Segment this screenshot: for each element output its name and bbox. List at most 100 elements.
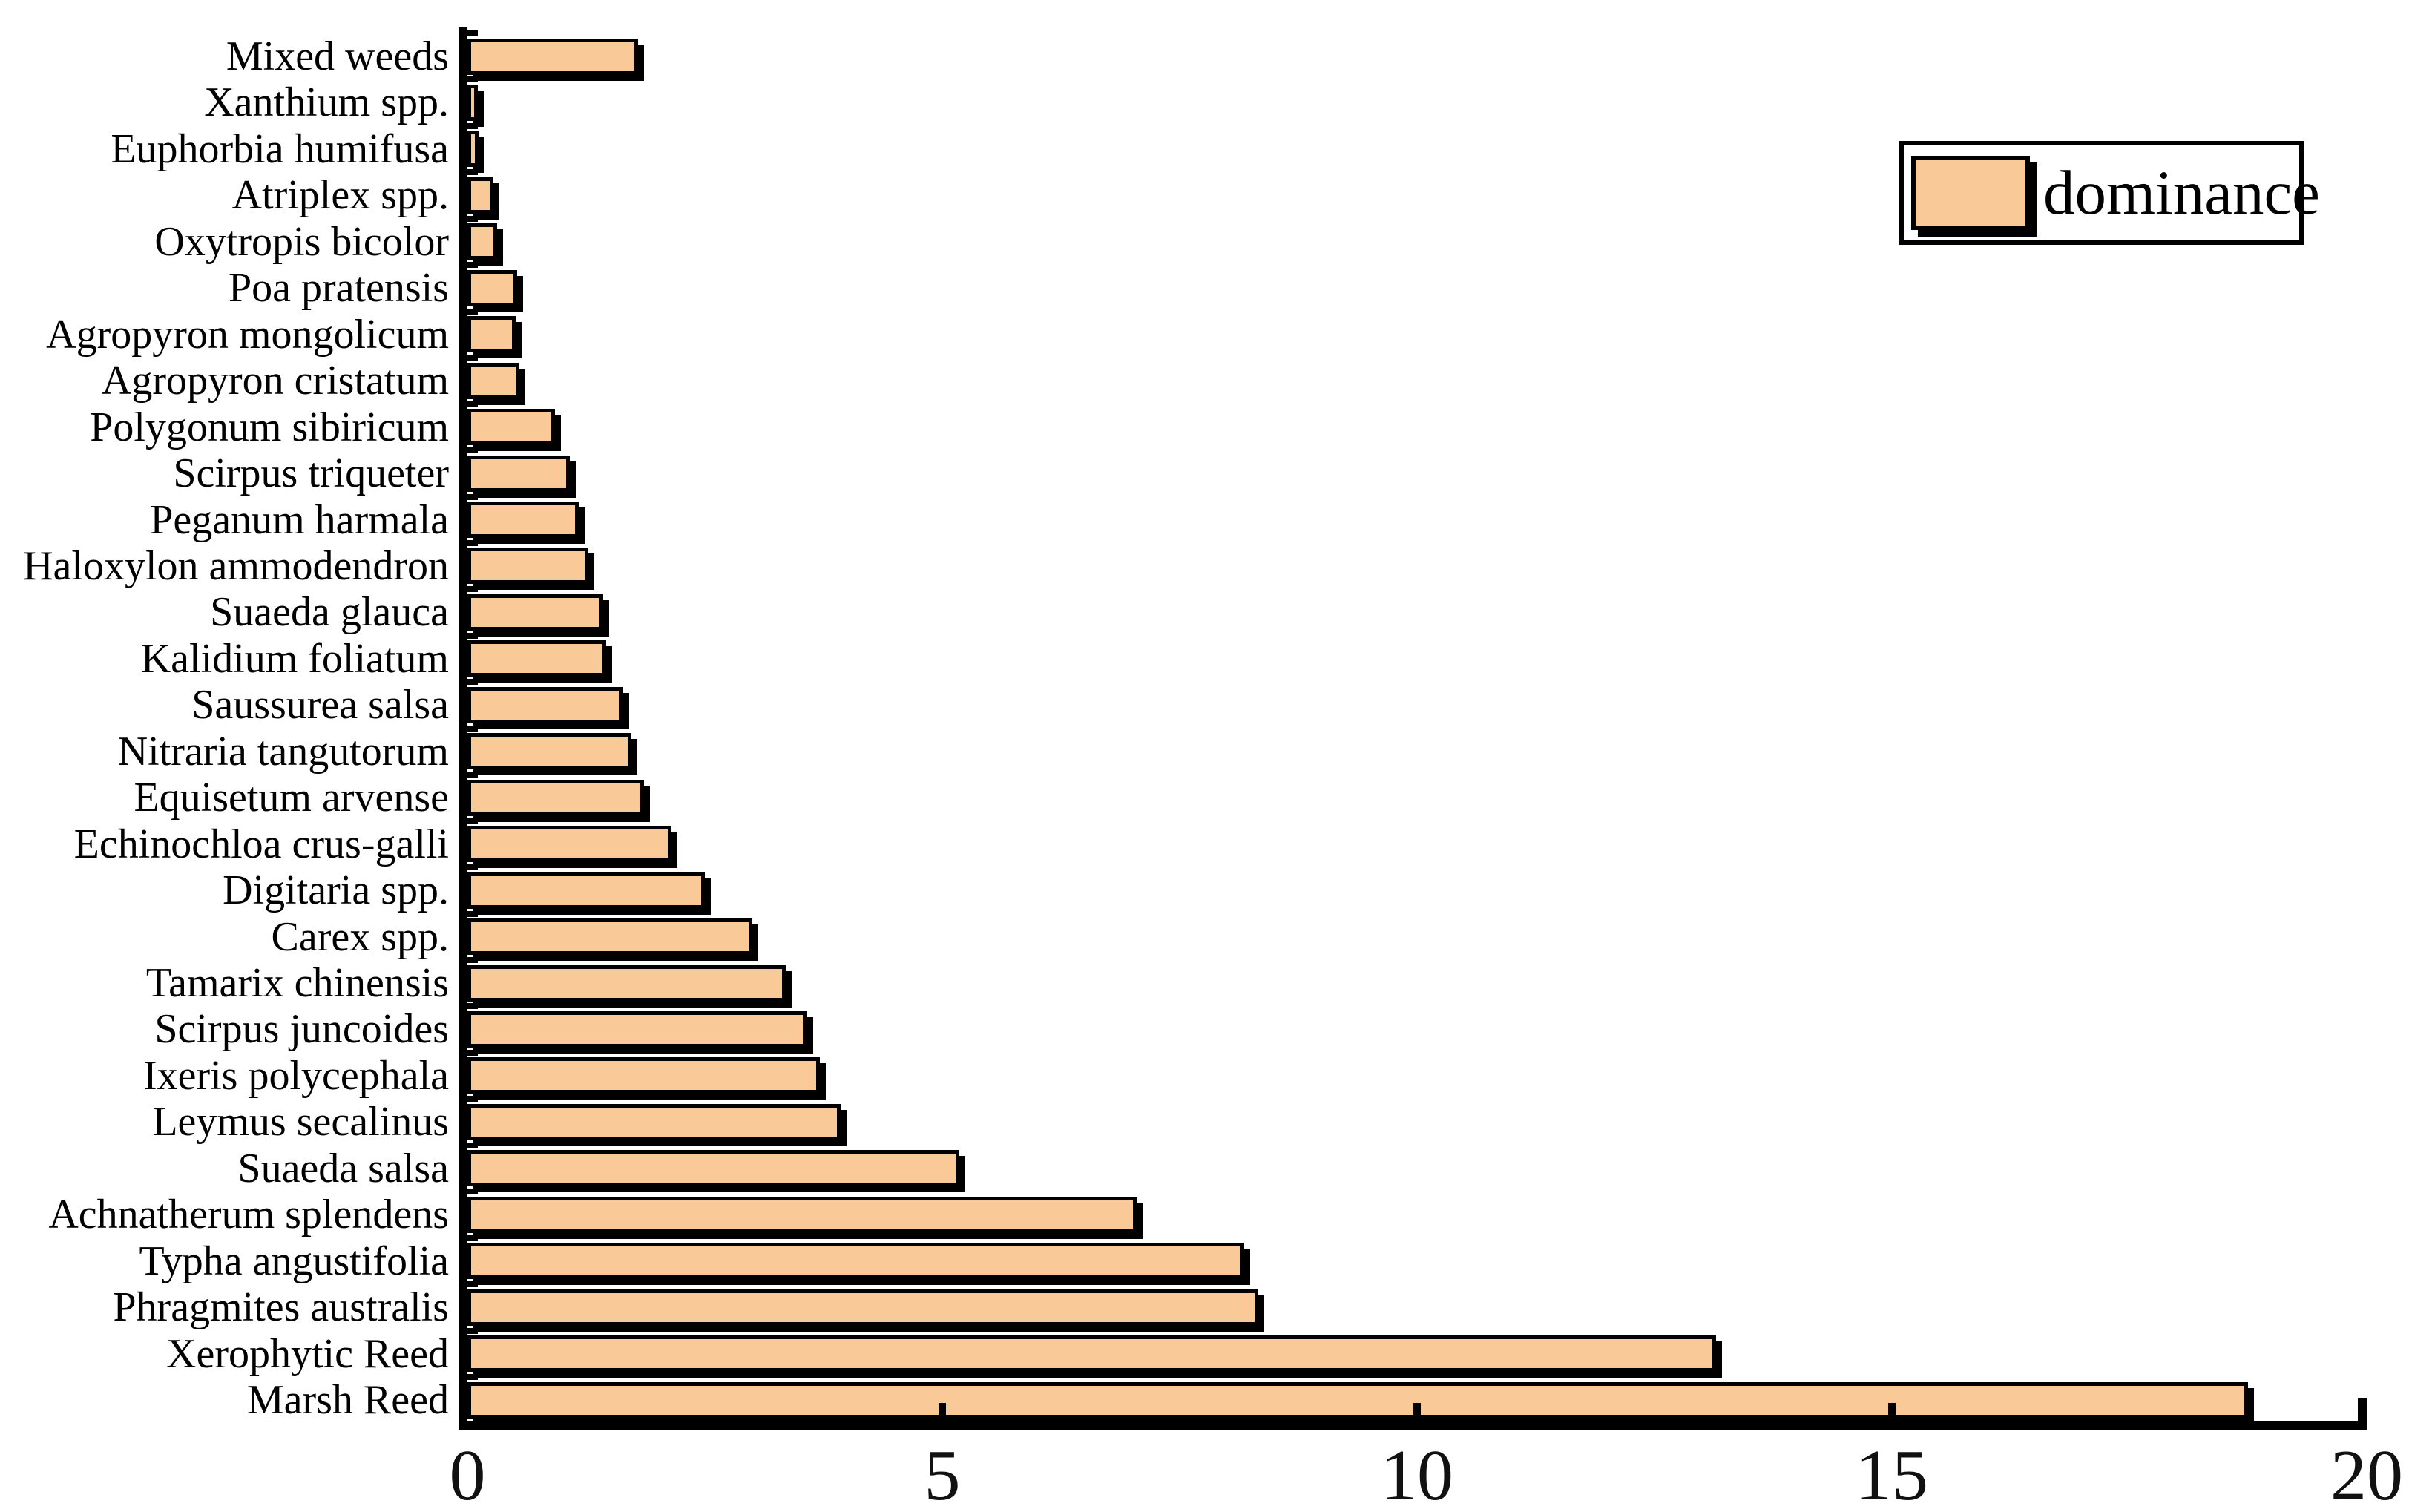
- legend-swatch: [1911, 156, 2030, 230]
- category-separator-tick: [467, 772, 478, 778]
- category-label: Carex spp.: [271, 913, 449, 960]
- category-label: Haloxylon ammodendron: [23, 542, 449, 589]
- category-label: Oxytropis bicolor: [154, 218, 449, 265]
- category-label: Marsh Reed: [246, 1377, 449, 1424]
- category-label: Polygonum sibiricum: [90, 404, 449, 450]
- bar: [467, 733, 632, 770]
- bar: [467, 1103, 841, 1140]
- category-label: Achnatherum splendens: [48, 1191, 449, 1238]
- category-separator-tick: [467, 493, 478, 500]
- x-axis-end-tick: [2358, 1398, 2367, 1430]
- bar: [467, 826, 672, 863]
- category-separator-tick: [467, 262, 478, 269]
- bar: [467, 686, 623, 723]
- category-separator-tick: [467, 215, 478, 222]
- bar: [467, 1196, 1137, 1233]
- bar: [467, 269, 517, 306]
- category-label: Ixeris polycephala: [142, 1052, 449, 1099]
- category-separator-tick: [467, 30, 478, 36]
- x-tick-label: 15: [1856, 1436, 1928, 1512]
- category-label: Typha angustifolia: [139, 1237, 449, 1284]
- category-label: Poa pratensis: [228, 265, 449, 312]
- category-separator-tick: [467, 308, 478, 315]
- x-tick-mark: [939, 1403, 946, 1421]
- category-separator-tick: [467, 586, 478, 593]
- category-label: Digitaria spp.: [223, 867, 449, 914]
- legend-box: dominance: [1899, 141, 2320, 245]
- bar: [467, 872, 705, 909]
- category-label: Equisetum arvense: [134, 775, 449, 821]
- bar: [467, 84, 479, 121]
- bar: [467, 779, 645, 816]
- category-separator-tick: [467, 679, 478, 686]
- category-label: Saussurea salsa: [191, 682, 449, 729]
- bar: [467, 1243, 1245, 1280]
- category-separator-tick: [467, 957, 478, 963]
- category-separator-tick: [467, 632, 478, 639]
- category-separator-tick: [467, 818, 478, 824]
- category-label: Agropyron cristatum: [101, 358, 449, 404]
- bar: [467, 177, 493, 214]
- x-tick-label: 20: [2330, 1436, 2403, 1512]
- category-separator-tick: [467, 1327, 478, 1334]
- category-separator-tick: [467, 1235, 478, 1241]
- category-separator-tick: [467, 447, 478, 454]
- bar: [467, 223, 497, 260]
- category-label: Suaeda glauca: [210, 589, 449, 636]
- category-separator-tick: [467, 864, 478, 871]
- category-separator-tick: [467, 1003, 478, 1010]
- category-label: Nitraria tangutorum: [117, 728, 449, 775]
- category-separator-tick: [467, 1049, 478, 1056]
- x-tick-label: 5: [924, 1436, 961, 1512]
- category-label: Mixed weeds: [226, 33, 449, 79]
- category-separator-tick: [467, 122, 478, 129]
- bar: [467, 918, 752, 956]
- category-separator-tick: [467, 169, 478, 176]
- category-label: Echinochloa crus-galli: [73, 821, 449, 867]
- x-tick-label: 0: [449, 1436, 486, 1512]
- category-separator-tick: [467, 76, 478, 83]
- bar: [467, 1381, 2248, 1419]
- category-label: Phragmites australis: [113, 1284, 449, 1331]
- category-label: Scirpus triqueter: [173, 450, 449, 497]
- bar: [467, 1335, 1717, 1373]
- bar: [467, 131, 479, 168]
- bar: [467, 316, 516, 353]
- bar: [467, 548, 588, 585]
- category-label: Suaeda salsa: [237, 1145, 449, 1191]
- category-separator-tick: [467, 910, 478, 917]
- category-label: Scirpus juncoides: [154, 1006, 449, 1053]
- category-separator-tick: [467, 1096, 478, 1102]
- category-separator-tick: [467, 539, 478, 546]
- bar: [467, 455, 571, 492]
- y-axis-line: [459, 27, 467, 1430]
- category-separator-tick: [467, 1142, 478, 1148]
- category-separator-tick: [467, 1189, 478, 1195]
- x-tick-mark: [1413, 1403, 1421, 1421]
- category-separator-tick: [467, 401, 478, 407]
- category-label: Tamarix chinensis: [145, 960, 449, 1006]
- legend-label: dominance: [2043, 157, 2320, 228]
- category-label: Atriplex spp.: [231, 172, 449, 219]
- bar: [467, 1010, 808, 1048]
- category-separator-tick: [467, 355, 478, 361]
- bar: [467, 640, 606, 677]
- bar: [467, 964, 786, 1002]
- bar: [467, 38, 639, 75]
- category-label: Xerophytic Reed: [166, 1330, 449, 1377]
- category-separator-tick: [467, 1281, 478, 1288]
- category-label: Kalidium foliatum: [140, 635, 449, 682]
- bar: [467, 362, 520, 399]
- category-label: Peganum harmala: [150, 496, 449, 543]
- bar: [467, 1057, 820, 1094]
- category-label: Euphorbia humifusa: [111, 125, 449, 172]
- category-label: Xanthium spp.: [204, 79, 449, 126]
- category-separator-tick: [467, 1374, 478, 1381]
- x-axis-line: [459, 1421, 2367, 1430]
- category-label: Agropyron mongolicum: [46, 311, 449, 358]
- bar: [467, 502, 579, 538]
- category-separator-tick: [467, 725, 478, 732]
- bar: [467, 409, 555, 446]
- x-tick-label: 10: [1381, 1436, 1453, 1512]
